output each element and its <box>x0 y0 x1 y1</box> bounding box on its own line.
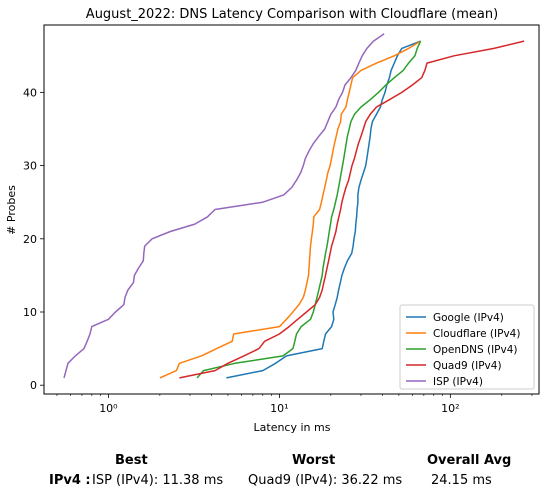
legend-box <box>399 304 535 390</box>
x-tick-label: 10¹ <box>270 402 288 415</box>
y-axis-label: # Probes <box>5 185 18 235</box>
legend-label: Quad9 (IPv4) <box>433 360 502 372</box>
chart-legend: Google (IPv4) Cloudflare (IPv4) OpenDNS (I… <box>399 304 535 390</box>
y-axis-ticks: 0 10 20 30 40 <box>23 86 44 392</box>
series-line-1 <box>159 40 421 379</box>
legend-label: ISP (IPv4) <box>433 376 483 388</box>
legend-label: Cloudflare (IPv4) <box>433 328 520 340</box>
y-tick-label: 10 <box>23 306 37 319</box>
overall-avg-header: Overall Avg <box>427 453 512 468</box>
ipv4-row-label: IPv4 : <box>49 473 91 488</box>
worst-header: Worst <box>292 453 336 468</box>
series-line-0 <box>226 40 421 379</box>
summary-table: Best Worst Overall Avg IPv4 : ISP (IPv4)… <box>0 448 548 494</box>
x-tick-label: 10⁰ <box>99 402 118 415</box>
y-tick-label: 40 <box>23 86 37 99</box>
series-line-4 <box>63 33 385 379</box>
chart-title: August_2022: DNS Latency Comparison with… <box>86 7 498 22</box>
y-tick-label: 20 <box>23 233 37 246</box>
series-line-2 <box>196 40 422 379</box>
plot-frame <box>43 24 540 395</box>
x-axis-ticks: 10⁰ 10¹ 10² <box>56 394 533 415</box>
best-header: Best <box>115 453 148 468</box>
x-tick-label: 10² <box>441 402 459 415</box>
latency-chart: August_2022: DNS Latency Comparison with… <box>5 7 540 434</box>
y-tick-label: 0 <box>30 379 37 392</box>
legend-label: OpenDNS (IPv4) <box>433 344 518 356</box>
x-axis-label: Latency in ms <box>254 421 331 434</box>
best-value: ISP (IPv4): 11.38 ms <box>92 473 224 488</box>
series-line-3 <box>179 40 525 379</box>
legend-label: Google (IPv4) <box>433 312 504 324</box>
y-tick-label: 30 <box>23 160 37 173</box>
worst-value: Quad9 (IPv4): 36.22 ms <box>248 473 403 488</box>
series-lines <box>63 33 525 379</box>
overall-avg-value: 24.15 ms <box>431 473 492 488</box>
